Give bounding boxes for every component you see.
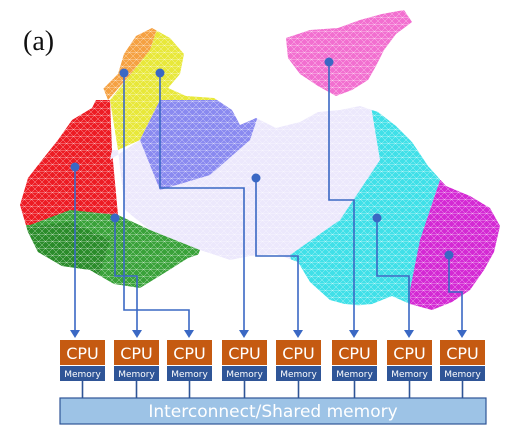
memory-box xyxy=(276,366,321,381)
processor-3: CPU Memory xyxy=(167,340,212,381)
processor-1: CPU Memory xyxy=(60,340,105,381)
memory-label: Memory xyxy=(444,370,481,380)
connector-6 xyxy=(328,62,355,330)
node-dot xyxy=(372,213,382,223)
cpu-label: CPU xyxy=(338,344,371,363)
processor-4: CPU Memory xyxy=(222,340,267,381)
node-dot xyxy=(70,162,80,172)
processor-7: CPU Memory xyxy=(387,340,432,381)
cpu-box xyxy=(60,340,105,365)
cpu-label: CPU xyxy=(393,344,426,363)
arrowheads xyxy=(70,330,467,338)
panel-label: (a) xyxy=(23,26,54,57)
connector-dots xyxy=(70,57,454,260)
memory-box xyxy=(332,366,377,381)
memory-label: Memory xyxy=(64,370,101,380)
memory-label: Memory xyxy=(280,370,317,380)
processor-2: CPU Memory xyxy=(114,340,159,381)
cpu-label: CPU xyxy=(228,344,261,363)
cpu-box xyxy=(332,340,377,365)
cpu-box xyxy=(222,340,267,365)
memory-box xyxy=(167,366,212,381)
memory-label: Memory xyxy=(391,370,428,380)
connector-4 xyxy=(159,73,245,330)
node-dot xyxy=(155,68,165,78)
processor-6: CPU Memory xyxy=(332,340,377,381)
node-dot xyxy=(324,57,334,67)
memory-label: Memory xyxy=(226,370,263,380)
connector-5 xyxy=(255,178,299,330)
cpu-box xyxy=(114,340,159,365)
memory-label: Memory xyxy=(171,370,208,380)
connector-2 xyxy=(114,218,138,330)
interconnect-label: Interconnect/Shared memory xyxy=(148,402,397,422)
cpu-box xyxy=(167,340,212,365)
processor-5: CPU Memory xyxy=(276,340,321,381)
node-dot xyxy=(119,68,129,78)
connectors xyxy=(74,62,463,330)
interconnect-bus xyxy=(59,397,487,425)
memory-box xyxy=(440,366,485,381)
memory-label: Memory xyxy=(336,370,373,380)
bus-stubs xyxy=(81,381,464,398)
cpu-box xyxy=(387,340,432,365)
memory-box xyxy=(222,366,267,381)
cpu-box xyxy=(440,340,485,365)
node-dot xyxy=(444,250,454,260)
cpu-box xyxy=(276,340,321,365)
processor-8: CPU Memory xyxy=(440,340,485,381)
cpu-label: CPU xyxy=(173,344,206,363)
cpu-label: CPU xyxy=(282,344,315,363)
memory-label: Memory xyxy=(118,370,155,380)
node-dot xyxy=(251,173,261,183)
connector-8 xyxy=(448,255,463,330)
cpu-label: CPU xyxy=(66,344,99,363)
node-dot xyxy=(110,213,120,223)
cpu-label: CPU xyxy=(120,344,153,363)
memory-box xyxy=(60,366,105,381)
cpu-label: CPU xyxy=(446,344,479,363)
memory-box xyxy=(114,366,159,381)
connector-7 xyxy=(376,218,410,330)
memory-box xyxy=(387,366,432,381)
connector-3 xyxy=(123,73,190,330)
